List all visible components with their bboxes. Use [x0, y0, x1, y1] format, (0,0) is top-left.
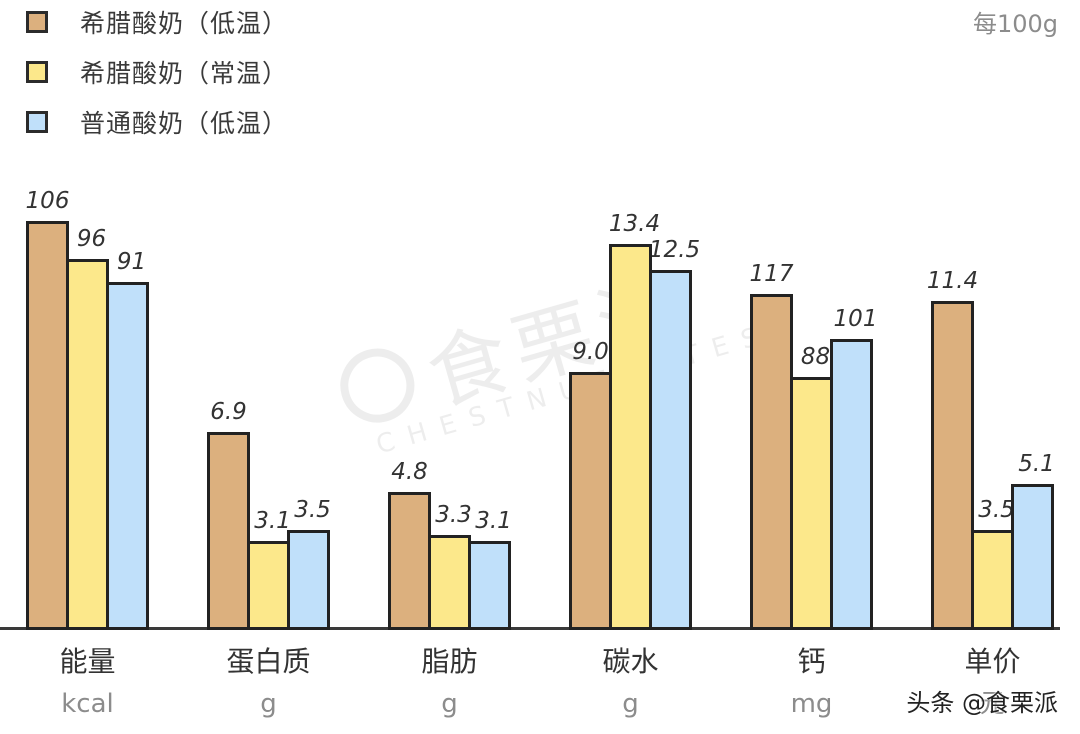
- category-unit: 元: [979, 689, 1006, 719]
- bar-value-label: 3.1: [475, 508, 512, 534]
- bar-value-label: 6.9: [210, 399, 247, 425]
- bar-value-label: 13.4: [608, 211, 661, 237]
- bar: [649, 270, 692, 630]
- category-name: 单价: [964, 645, 1021, 678]
- bar: [790, 377, 833, 630]
- unit-note: 每100g: [972, 10, 1058, 38]
- legend-swatch: [26, 111, 48, 133]
- bar-value-label: 4.8: [391, 459, 428, 485]
- bar: [207, 432, 250, 630]
- category-name: 能量: [59, 645, 116, 678]
- bar: [287, 530, 330, 630]
- bar-value-label: 91: [116, 249, 147, 275]
- legend-swatch: [26, 61, 48, 83]
- bar-value-label: 3.5: [294, 497, 331, 523]
- bar: [106, 282, 149, 630]
- bar-value-label: 96: [76, 226, 107, 252]
- category-label: 脂肪 g: [421, 642, 477, 724]
- legend-swatch: [26, 11, 48, 33]
- bar: [830, 339, 873, 630]
- bar: [468, 541, 511, 630]
- bar-value-label: 9.0: [572, 339, 609, 365]
- legend-item-greek-ambient: 希腊酸奶（常温）: [26, 52, 288, 92]
- bar-value-label: 101: [833, 306, 878, 332]
- category-name: 脂肪: [421, 645, 478, 678]
- x-axis-baseline: [0, 627, 1060, 630]
- category-unit: mg: [790, 689, 833, 719]
- category-label: 能量 kcal: [59, 642, 115, 724]
- category-unit: g: [622, 689, 639, 719]
- legend-label: 希腊酸奶（低温）: [80, 9, 289, 38]
- bar: [750, 294, 793, 630]
- source-credit: 头条 @食栗派: [906, 689, 1058, 717]
- category-name: 碳水: [602, 645, 659, 678]
- bar-value-label: 11.4: [926, 268, 979, 294]
- legend-item-regular-chilled: 普通酸奶（低温）: [26, 102, 288, 142]
- bar: [66, 259, 109, 630]
- category-unit: g: [260, 689, 277, 719]
- bar-value-label: 106: [25, 188, 70, 214]
- category-label: 单价元: [964, 642, 1020, 724]
- category-label: 钙 mg: [791, 642, 833, 724]
- legend-label: 希腊酸奶（常温）: [80, 59, 289, 88]
- category-label: 碳水 g: [602, 642, 658, 724]
- category-unit: kcal: [61, 689, 114, 719]
- bar-value-label: 12.5: [648, 237, 701, 263]
- bar-value-label: 5.1: [1018, 451, 1055, 477]
- bar: [569, 372, 612, 630]
- bar: [971, 530, 1014, 630]
- category-unit: g: [441, 689, 458, 719]
- bar-value-label: 3.5: [978, 497, 1015, 523]
- bar: [388, 492, 431, 630]
- category-label: 蛋白质 g: [226, 642, 310, 724]
- legend-label: 普通酸奶（低温）: [80, 109, 289, 138]
- bar-value-label: 88: [800, 344, 831, 370]
- bar-value-label: 117: [749, 261, 794, 287]
- bar-value-label: 3.1: [254, 508, 291, 534]
- bar-value-label: 3.3: [435, 502, 472, 528]
- bar: [609, 244, 652, 630]
- bar: [428, 535, 471, 630]
- legend-item-greek-chilled: 希腊酸奶（低温）: [26, 2, 288, 42]
- bar: [1011, 484, 1054, 630]
- category-name: 钙: [797, 645, 826, 678]
- bar: [931, 301, 974, 630]
- bar: [247, 541, 290, 630]
- category-name: 蛋白质: [226, 645, 311, 678]
- bar: [26, 221, 69, 630]
